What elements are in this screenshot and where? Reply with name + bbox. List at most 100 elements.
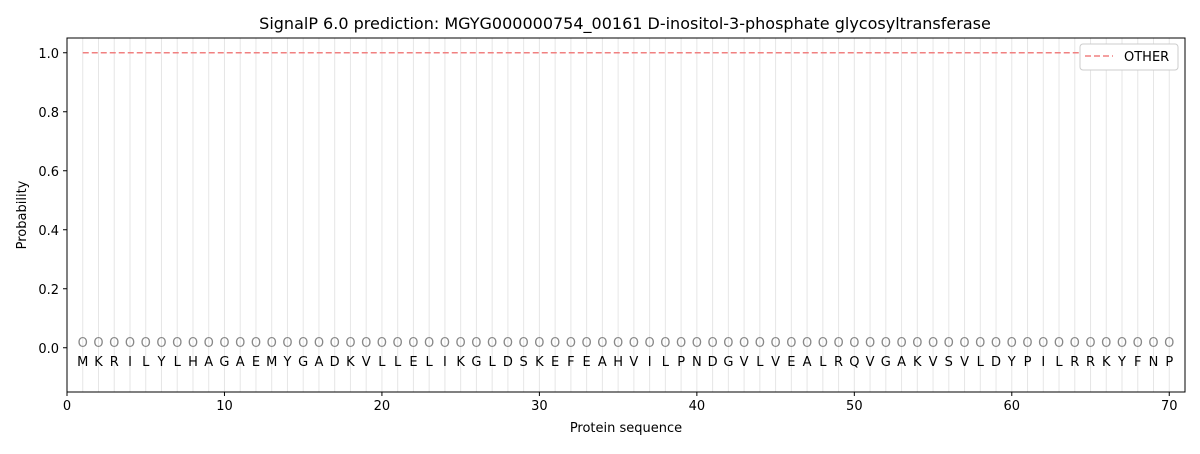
region-marker: O	[267, 336, 277, 351]
residue-label: G	[723, 355, 733, 370]
region-marker: O	[235, 336, 245, 351]
region-marker: O	[849, 336, 859, 351]
region-marker: O	[1148, 336, 1158, 351]
residue-label: L	[489, 355, 497, 370]
residue-label: D	[708, 355, 718, 370]
residue-label: R	[110, 355, 119, 370]
region-marker: O	[802, 336, 812, 351]
region-marker: O	[377, 336, 387, 351]
region-marker: O	[298, 336, 308, 351]
residue-label: A	[598, 355, 607, 370]
residue-label: E	[409, 355, 417, 370]
x-tick-label: 40	[689, 399, 706, 414]
region-marker: O	[440, 336, 450, 351]
residue-label: G	[471, 355, 481, 370]
residue-label: M	[77, 355, 88, 370]
residue-label: I	[648, 355, 652, 370]
legend: OTHER	[1079, 43, 1179, 71]
x-tick-label: 70	[1161, 399, 1178, 414]
region-marker: O	[755, 336, 765, 351]
y-tick-label: 0.0	[38, 342, 59, 357]
y-tick-label: 0.8	[38, 106, 59, 121]
region-marker: O	[566, 336, 576, 351]
x-tick-label: 30	[531, 399, 548, 414]
residue-label: F	[1134, 355, 1141, 370]
residue-label: V	[771, 355, 780, 370]
region-marker: O	[1133, 336, 1143, 351]
region-marker: O	[865, 336, 875, 351]
region-marker: O	[534, 336, 544, 351]
region-marker: O	[723, 336, 733, 351]
residue-label: I	[128, 355, 132, 370]
x-tick-label: 50	[846, 399, 863, 414]
residue-label: D	[991, 355, 1001, 370]
region-marker: O	[251, 336, 261, 351]
residue-label: N	[1149, 355, 1159, 370]
residue-label: L	[819, 355, 827, 370]
region-marker: O	[692, 336, 702, 351]
residue-label: H	[188, 355, 198, 370]
region-marker: O	[487, 336, 497, 351]
residue-label: S	[945, 355, 953, 370]
residue-label: R	[1070, 355, 1079, 370]
region-marker: O	[314, 336, 324, 351]
residue-label: G	[219, 355, 229, 370]
residue-label: Y	[157, 355, 166, 370]
residue-label: L	[142, 355, 150, 370]
y-axis-label: Probability	[15, 180, 30, 249]
residue-label: A	[897, 355, 906, 370]
region-marker: O	[172, 336, 182, 351]
region-marker: O	[613, 336, 623, 351]
region-marker: O	[597, 336, 607, 351]
axes: 0 10 20 30 40 50 60 70 0.0 0.2 0.4 0.6 0.8 1.0	[38, 47, 1177, 414]
residue-label: E	[551, 355, 559, 370]
region-marker: O	[78, 336, 88, 351]
region-marker: O	[786, 336, 796, 351]
residue-label: L	[977, 355, 985, 370]
residue-label: G	[881, 355, 891, 370]
legend-box	[1079, 43, 1179, 71]
y-tick-label: 0.2	[38, 283, 59, 298]
region-marker: O	[330, 336, 340, 351]
region-marker: O	[141, 336, 151, 351]
region-marker: O	[912, 336, 922, 351]
marks: MOKOROIOLOYOLOHOAOGOAOEOMOYOGOAODOKOVOLO…	[77, 51, 1174, 370]
region-marker: O	[1007, 336, 1017, 351]
y-tick-label: 1.0	[38, 47, 59, 62]
x-tick-label: 0	[63, 399, 71, 414]
region-marker: O	[1070, 336, 1080, 351]
region-marker: O	[519, 336, 529, 351]
residue-label: A	[803, 355, 812, 370]
residue-label: A	[314, 355, 323, 370]
residue-label: K	[1102, 355, 1111, 370]
region-marker: O	[739, 336, 749, 351]
region-marker: O	[676, 336, 686, 351]
region-marker: O	[770, 336, 780, 351]
region-marker: O	[471, 336, 481, 351]
region-marker: O	[550, 336, 560, 351]
residue-label: L	[756, 355, 764, 370]
residue-label: R	[1086, 355, 1095, 370]
residue-label: F	[567, 355, 574, 370]
region-marker: O	[959, 336, 969, 351]
residue-label: K	[94, 355, 103, 370]
y-tick-label: 0.6	[38, 165, 59, 180]
y-tick-label: 0.4	[38, 224, 59, 239]
residue-label: P	[1165, 355, 1173, 370]
region-marker: O	[833, 336, 843, 351]
residue-label: V	[929, 355, 938, 370]
residue-label: L	[1055, 355, 1063, 370]
region-marker: O	[1022, 336, 1032, 351]
grid	[82, 38, 1170, 392]
region-marker: O	[109, 336, 119, 351]
region-marker: O	[1164, 336, 1174, 351]
residue-label: E	[583, 355, 591, 370]
residue-label: L	[426, 355, 434, 370]
residue-label: P	[1024, 355, 1032, 370]
residue-label: Y	[1117, 355, 1126, 370]
residue-label: L	[394, 355, 402, 370]
residue-label: K	[346, 355, 355, 370]
region-marker: O	[975, 336, 985, 351]
